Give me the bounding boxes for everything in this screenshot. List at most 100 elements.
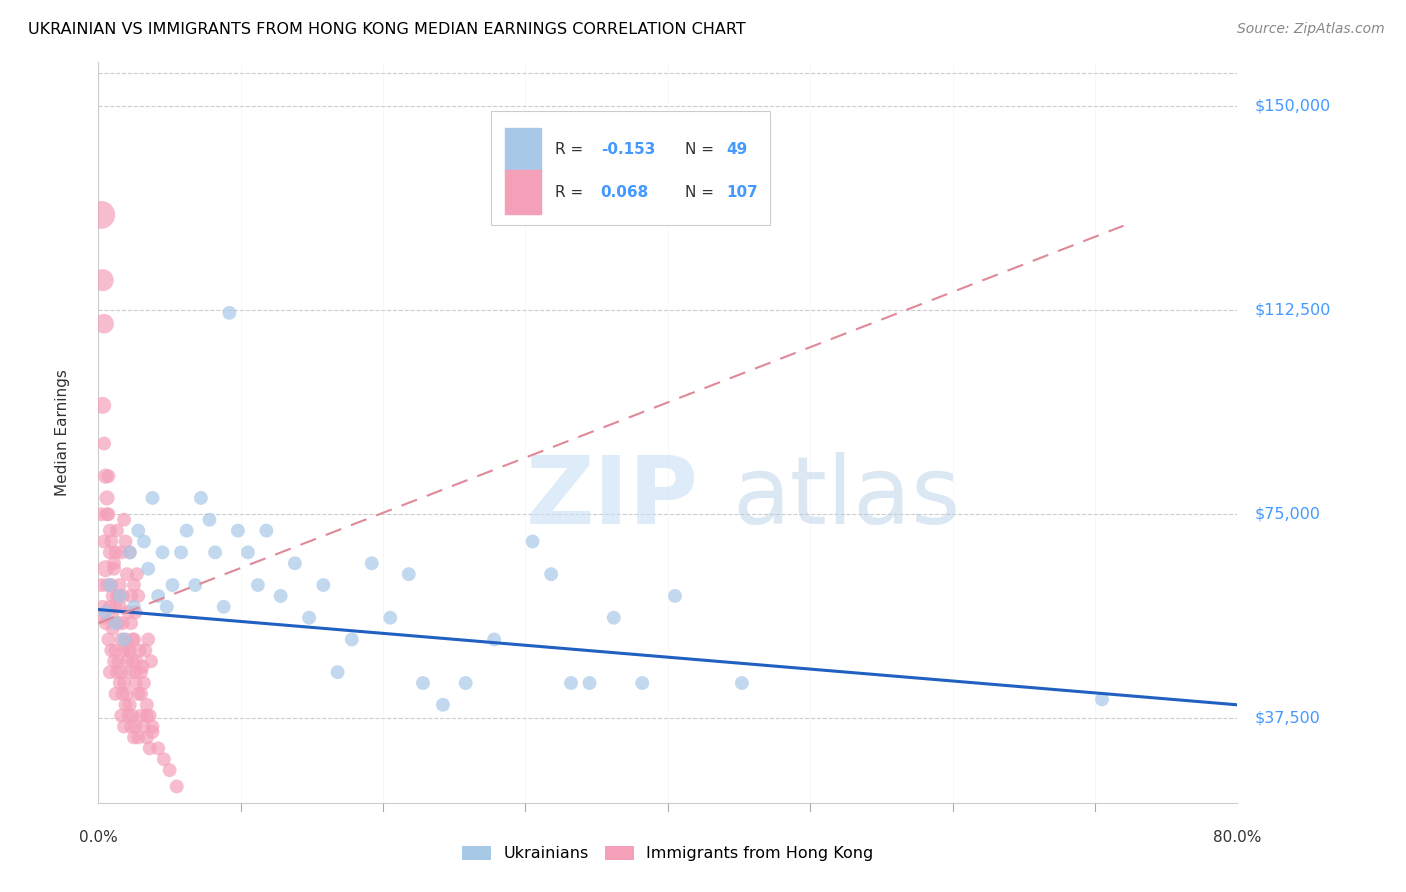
Point	[153, 752, 176, 766]
Point	[111, 589, 134, 603]
Point	[118, 665, 141, 680]
Point	[312, 578, 335, 592]
Point	[127, 687, 149, 701]
Point	[97, 508, 120, 522]
Point	[108, 676, 131, 690]
Point	[236, 545, 259, 559]
Point	[111, 616, 134, 631]
Point	[118, 643, 141, 657]
Point	[94, 616, 117, 631]
Point	[104, 545, 127, 559]
Point	[110, 708, 132, 723]
Text: 0.068: 0.068	[600, 185, 650, 200]
Point	[122, 599, 145, 614]
Point	[326, 665, 349, 680]
Point	[98, 545, 121, 559]
Point	[540, 567, 562, 582]
Point	[118, 545, 141, 559]
Point	[98, 524, 121, 538]
Point	[138, 708, 160, 723]
Point	[135, 731, 157, 745]
Point	[115, 654, 138, 668]
FancyBboxPatch shape	[491, 111, 770, 226]
Point	[117, 643, 139, 657]
Point	[170, 545, 193, 559]
Point	[110, 545, 132, 559]
Point	[141, 725, 163, 739]
Point	[1091, 692, 1114, 706]
Point	[96, 578, 118, 592]
Point	[398, 567, 420, 582]
Point	[96, 508, 118, 522]
Point	[103, 654, 125, 668]
FancyBboxPatch shape	[505, 169, 541, 214]
Point	[135, 708, 157, 723]
Point	[159, 763, 181, 777]
Point	[141, 720, 163, 734]
Point	[117, 605, 139, 619]
Point	[631, 676, 654, 690]
Point	[121, 708, 143, 723]
Point	[284, 556, 307, 570]
Point	[93, 436, 115, 450]
Point	[104, 599, 127, 614]
Point	[134, 643, 156, 657]
Point	[226, 524, 249, 538]
Point	[124, 605, 146, 619]
Point	[124, 676, 146, 690]
Point	[108, 599, 131, 614]
Point	[731, 676, 754, 690]
Text: 49: 49	[725, 143, 747, 157]
Text: -0.153: -0.153	[600, 143, 655, 157]
Text: UKRAINIAN VS IMMIGRANTS FROM HONG KONG MEDIAN EARNINGS CORRELATION CHART: UKRAINIAN VS IMMIGRANTS FROM HONG KONG M…	[28, 22, 745, 37]
Point	[107, 616, 129, 631]
Point	[112, 676, 135, 690]
Point	[246, 578, 269, 592]
Point	[190, 491, 212, 505]
Point	[412, 676, 434, 690]
Text: R =: R =	[555, 185, 588, 200]
Point	[204, 545, 226, 559]
Point	[103, 562, 125, 576]
Point	[128, 643, 150, 657]
Point	[522, 534, 544, 549]
Point	[131, 659, 153, 673]
FancyBboxPatch shape	[505, 128, 541, 172]
Point	[120, 616, 142, 631]
Point	[90, 578, 112, 592]
Point	[115, 687, 138, 701]
Text: 80.0%: 80.0%	[1213, 830, 1261, 845]
Point	[112, 643, 135, 657]
Point	[603, 610, 626, 624]
Point	[141, 491, 163, 505]
Point	[254, 524, 277, 538]
Point	[198, 513, 221, 527]
Point	[360, 556, 382, 570]
Text: $150,000: $150,000	[1254, 98, 1330, 113]
Point	[432, 698, 454, 712]
Point	[125, 654, 148, 668]
Point	[114, 534, 136, 549]
Point	[104, 687, 127, 701]
Point	[122, 632, 145, 647]
Point	[166, 780, 188, 794]
Point	[114, 632, 136, 647]
Point	[105, 665, 128, 680]
Point	[98, 599, 121, 614]
Point	[105, 589, 128, 603]
Point	[132, 676, 155, 690]
Text: $112,500: $112,500	[1254, 302, 1330, 318]
Text: Source: ZipAtlas.com: Source: ZipAtlas.com	[1237, 22, 1385, 37]
Point	[94, 562, 117, 576]
Point	[132, 720, 155, 734]
Point	[482, 632, 505, 647]
Point	[91, 273, 114, 287]
Point	[97, 632, 120, 647]
Text: R =: R =	[555, 143, 588, 157]
Point	[124, 665, 146, 680]
Point	[132, 534, 155, 549]
Text: N =: N =	[685, 143, 718, 157]
Point	[127, 589, 149, 603]
Point	[91, 599, 114, 614]
Point	[148, 741, 170, 756]
